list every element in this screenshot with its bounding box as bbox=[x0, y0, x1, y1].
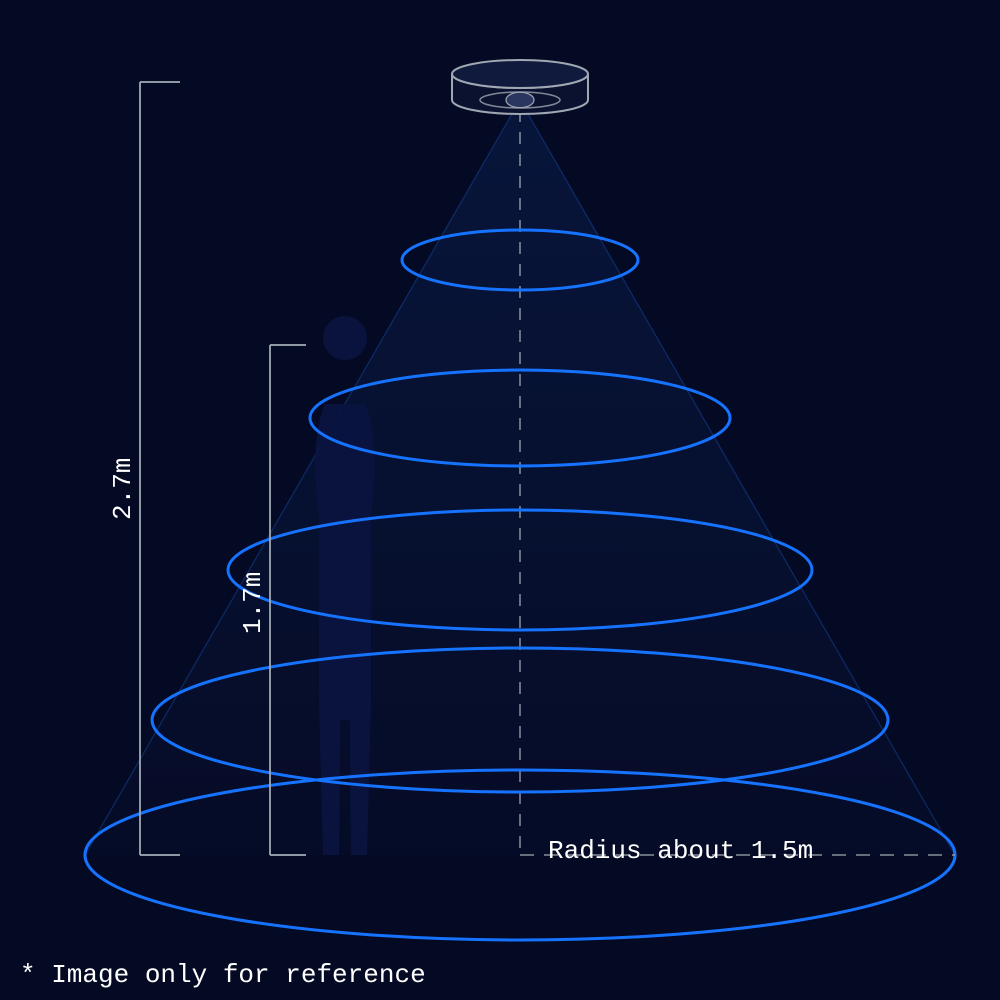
height-label-1p7m: 1.7m bbox=[238, 572, 268, 634]
sensor-dome bbox=[506, 92, 534, 107]
light-cone bbox=[85, 100, 955, 855]
sensor-top bbox=[452, 60, 588, 88]
disclaimer-text: * Image only for reference bbox=[20, 960, 426, 990]
diagram-canvas: Radius about 1.5m 2.7m 1.7m * Image only fo… bbox=[0, 0, 1000, 1000]
radius-label: Radius about 1.5m bbox=[548, 836, 813, 866]
height-label-2p7m: 2.7m bbox=[108, 458, 138, 520]
